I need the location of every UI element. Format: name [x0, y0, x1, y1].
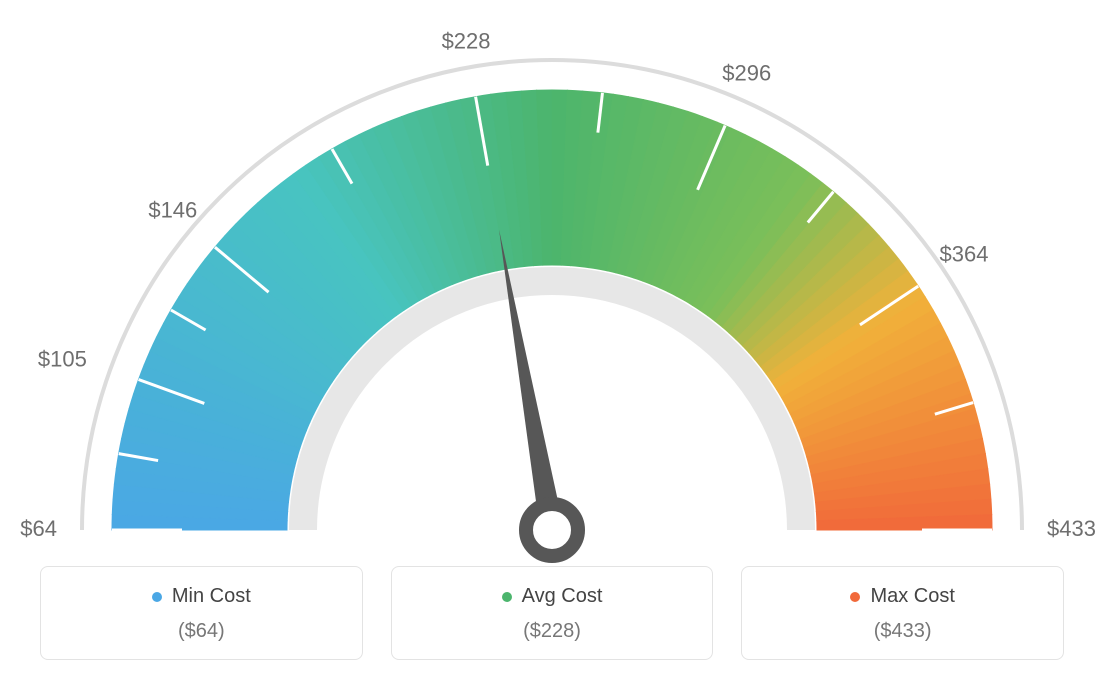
legend-label-avg: Avg Cost	[502, 585, 603, 608]
gauge-area: $64 $105 $146 $228 $296 $364 $433	[0, 0, 1104, 580]
legend-label-min: Min Cost	[152, 585, 251, 608]
gauge-tick-label: $433	[1047, 516, 1096, 541]
legend-value-avg: ($228)	[402, 620, 703, 643]
legend-dot-min	[152, 592, 162, 602]
legend-label-max-text: Max Cost	[870, 585, 954, 608]
gauge-svg: $64 $105 $146 $228 $296 $364 $433	[0, 0, 1104, 580]
legend-value-max: ($433)	[752, 620, 1053, 643]
legend-label-avg-text: Avg Cost	[522, 585, 603, 608]
legend-card-max: Max Cost ($433)	[741, 566, 1064, 660]
gauge-tick-label: $364	[940, 241, 989, 266]
gauge-tick-label: $296	[722, 61, 771, 86]
legend-value-min: ($64)	[51, 620, 352, 643]
gauge-tick-label: $146	[148, 198, 197, 223]
legend-dot-avg	[502, 592, 512, 602]
gauge-color-band	[112, 90, 992, 530]
legend-card-min: Min Cost ($64)	[40, 566, 363, 660]
legend-label-min-text: Min Cost	[172, 585, 251, 608]
gauge-needle-hub	[526, 504, 578, 556]
legend-label-max: Max Cost	[850, 585, 954, 608]
legend-row: Min Cost ($64) Avg Cost ($228) Max Cost …	[40, 566, 1064, 660]
gauge-tick-label: $105	[38, 347, 87, 372]
gauge-tick-label: $64	[20, 516, 57, 541]
cost-gauge-chart: $64 $105 $146 $228 $296 $364 $433 Min Cost ($6…	[0, 0, 1104, 690]
gauge-tick-label: $228	[442, 28, 491, 53]
legend-card-avg: Avg Cost ($228)	[391, 566, 714, 660]
legend-dot-max	[850, 592, 860, 602]
